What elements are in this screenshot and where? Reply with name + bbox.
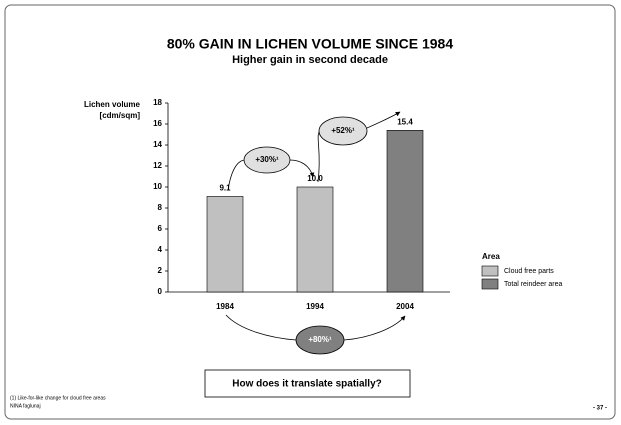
annotation: +52%¹ [331, 126, 355, 135]
y-tick-label: 0 [158, 287, 163, 296]
arrow [366, 111, 401, 129]
annotation-bubble [295, 325, 345, 355]
legend-title: Area [482, 252, 500, 261]
bar [296, 186, 334, 293]
x-tick-label: 1984 [216, 302, 234, 311]
footnote: NINA faglunaj [10, 403, 41, 409]
annotation: +30%¹ [255, 155, 279, 164]
page-number: - 37 - [593, 406, 607, 412]
annotation: +80%¹ [308, 335, 332, 344]
y-tick-label: 8 [158, 203, 163, 212]
value-label: 9.1 [219, 184, 231, 193]
y-tick-label: 4 [158, 245, 163, 254]
chart-subtitle: Higher gain in second decade [232, 54, 388, 66]
x-tick-label: 1994 [306, 302, 324, 311]
chart-title: 80% GAIN IN LICHEN VOLUME SINCE 1984 [167, 36, 454, 52]
arrow [225, 314, 297, 341]
y-axis-label: Lichen volume [84, 100, 141, 109]
value-label: 15.4 [397, 117, 413, 126]
x-tick-label: 2004 [396, 302, 414, 311]
arrow [343, 315, 406, 341]
footnote: (1) Like-for-like change for cloud free … [10, 395, 106, 401]
annotation-bubble [243, 146, 291, 174]
y-tick-label: 16 [153, 119, 162, 128]
legend-label: Cloud free parts [504, 268, 554, 275]
value-label: 10.0 [307, 174, 323, 183]
annotation-bubble [318, 116, 368, 146]
bar [386, 130, 424, 293]
legend-swatch [481, 265, 499, 277]
y-tick-label: 14 [153, 140, 162, 149]
y-tick-label: 2 [158, 266, 163, 275]
y-tick-label: 10 [153, 182, 162, 191]
y-axis-label: [cdm/sqm] [100, 111, 141, 120]
callout-box [204, 369, 411, 398]
bar [206, 196, 244, 293]
y-tick-label: 6 [158, 224, 163, 233]
legend-label: Total reindeer area [504, 281, 562, 288]
callout: How does it translate spatially? [232, 379, 381, 390]
legend-swatch [481, 278, 499, 290]
y-tick-label: 12 [153, 161, 162, 170]
y-tick-label: 18 [153, 98, 162, 107]
arrow [289, 159, 315, 178]
